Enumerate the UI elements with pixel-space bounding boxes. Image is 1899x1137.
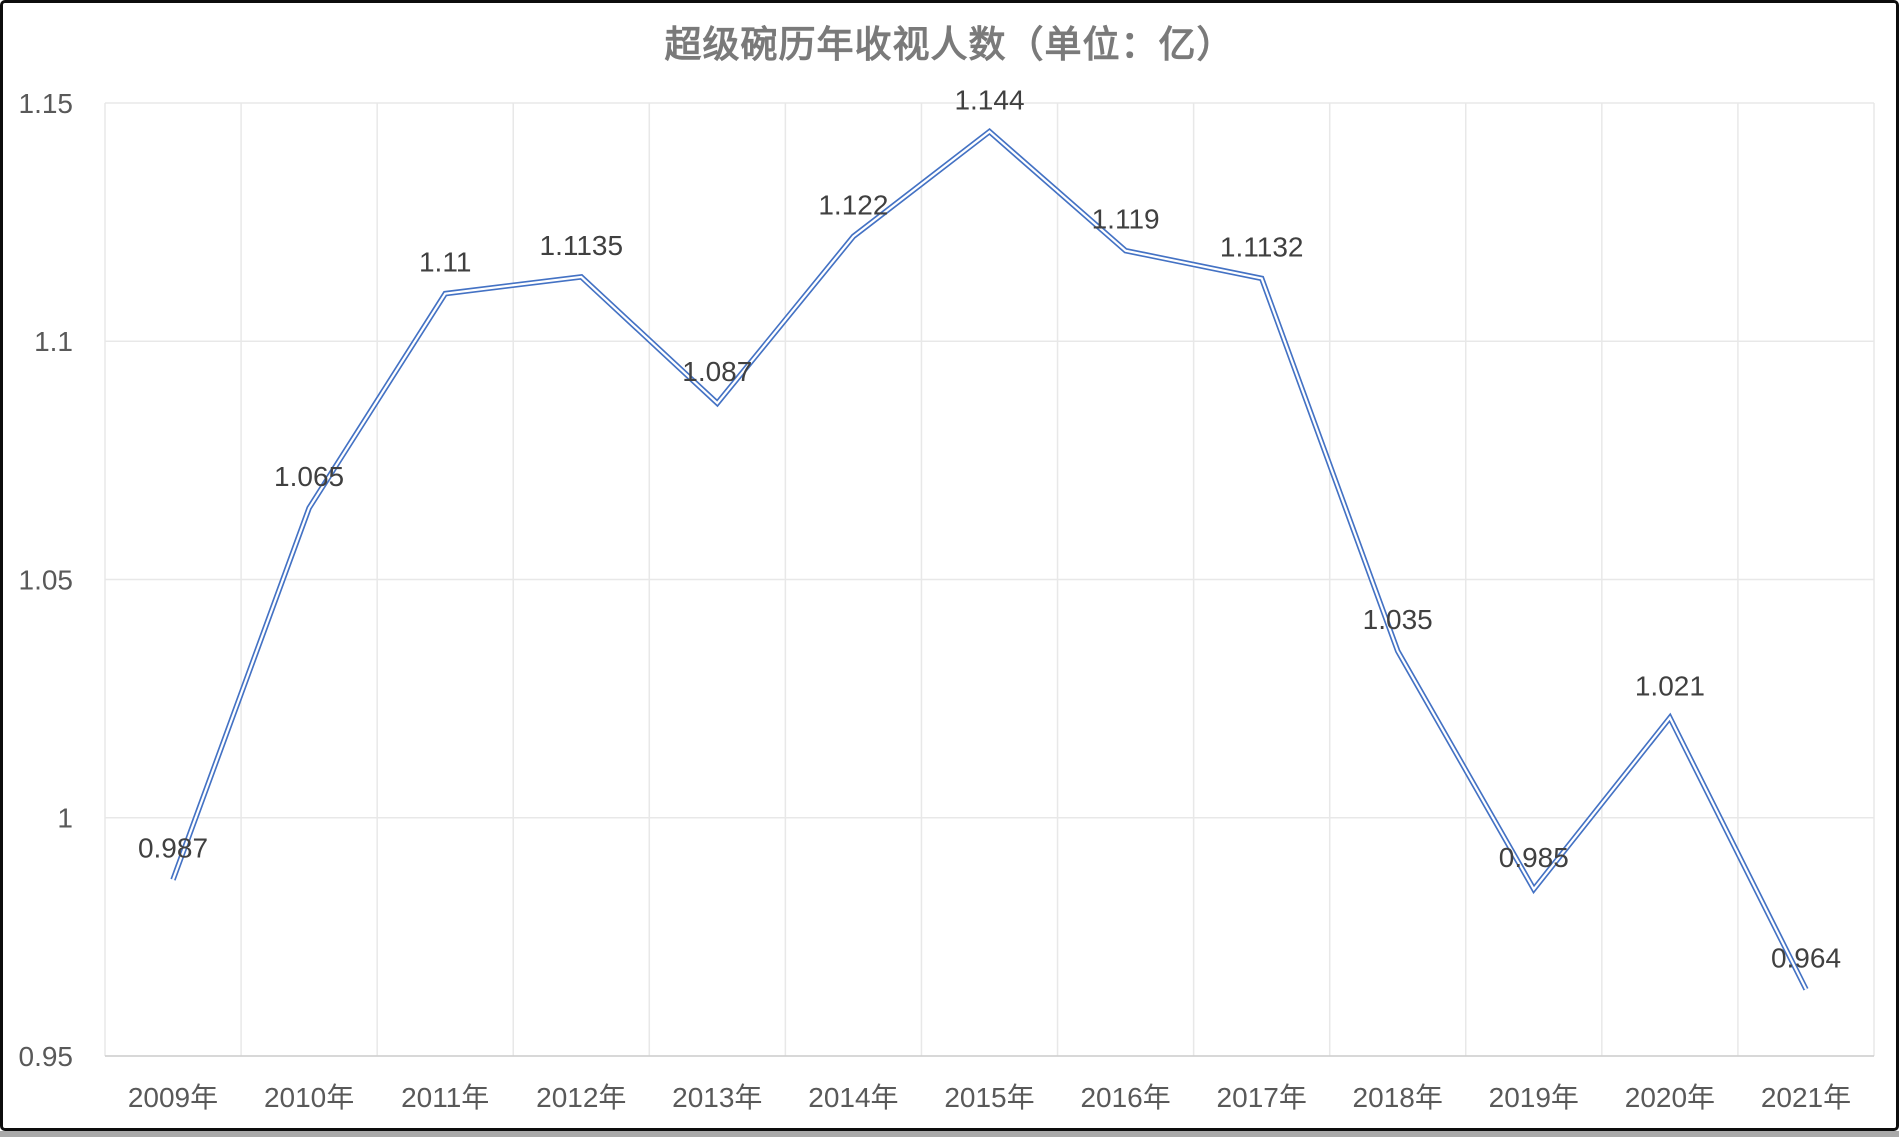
series-line-inner xyxy=(171,130,1807,990)
y-tick-label: 1.15 xyxy=(19,88,74,119)
x-tick-label: 2017年 xyxy=(1217,1082,1307,1113)
y-tick-label: 1 xyxy=(57,803,73,834)
chart-title: 超级碗历年收视人数（单位：亿） xyxy=(664,24,1235,65)
data-point-label: 1.122 xyxy=(818,189,888,220)
x-tick-label: 2018年 xyxy=(1353,1082,1443,1113)
data-point-label: 1.087 xyxy=(682,356,752,387)
y-tick-label: 1.1 xyxy=(34,326,73,357)
x-tick-label: 2013年 xyxy=(672,1082,762,1113)
x-tick-label: 2021年 xyxy=(1761,1082,1851,1113)
data-point-label: 1.021 xyxy=(1635,671,1705,702)
data-point-label: 1.119 xyxy=(1092,204,1160,235)
x-tick-label: 2012年 xyxy=(536,1082,626,1113)
y-tick-label: 1.05 xyxy=(19,565,74,596)
data-point-label: 1.065 xyxy=(274,461,344,492)
x-tick-label: 2014年 xyxy=(808,1082,898,1113)
data-point-label: 0.985 xyxy=(1499,842,1569,873)
data-point-label: 1.11 xyxy=(419,247,471,278)
data-point-label: 0.964 xyxy=(1771,942,1841,973)
data-point-label: 1.144 xyxy=(954,85,1024,116)
window-bottom-edge xyxy=(0,1131,1899,1137)
x-tick-label: 2009年 xyxy=(128,1082,218,1113)
data-point-label: 1.035 xyxy=(1363,604,1433,635)
x-tick-label: 2011年 xyxy=(401,1082,489,1113)
data-point-label: 0.987 xyxy=(138,833,208,864)
x-tick-label: 2016年 xyxy=(1080,1082,1170,1113)
data-point-label: 1.1135 xyxy=(540,230,624,261)
data-point-label: 1.1132 xyxy=(1220,231,1304,262)
x-tick-label: 2015年 xyxy=(944,1082,1034,1113)
x-tick-label: 2020年 xyxy=(1625,1082,1715,1113)
y-tick-label: 0.95 xyxy=(19,1041,74,1072)
x-tick-label: 2019年 xyxy=(1489,1082,1579,1113)
x-tick-label: 2010年 xyxy=(264,1082,354,1113)
